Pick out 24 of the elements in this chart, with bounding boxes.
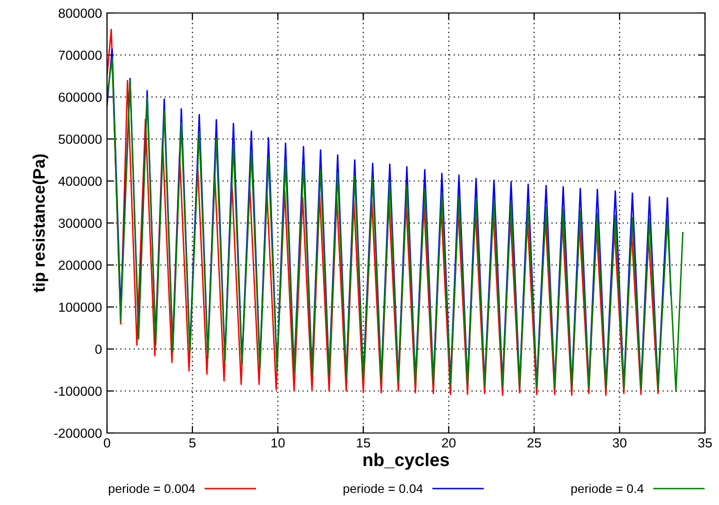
legend-label: periode = 0.04 (344, 484, 423, 496)
x-tick-label: 20 (442, 438, 456, 448)
y-tick-label: -100000 (54, 386, 102, 396)
y-tick-label: 600000 (58, 92, 102, 102)
y-tick-label: 500000 (58, 134, 102, 144)
y-tick-label: 700000 (58, 50, 102, 60)
y-tick-label: 800000 (58, 8, 102, 18)
x-tick-label: 25 (527, 438, 541, 448)
y-tick-label: 400000 (58, 176, 102, 186)
x-tick-label: 10 (272, 438, 285, 448)
y-tick-label: 300000 (58, 218, 102, 228)
x-tick-label: 35 (698, 438, 712, 448)
x-tick-label: 15 (356, 438, 370, 448)
x-tick-label: 30 (612, 438, 626, 448)
x-tick-label: 0 (104, 438, 110, 448)
y-tick-label: 0 (95, 344, 102, 354)
y-axis-title: tip resistance(Pa) (32, 154, 48, 292)
y-tick-label: -200000 (54, 428, 102, 438)
y-tick-label: 100000 (59, 302, 102, 312)
y-tick-label: 200000 (58, 260, 102, 270)
legend-label: periode = 0.4 (571, 484, 644, 496)
x-tick-label: 5 (189, 438, 196, 448)
x-axis-title: nb_cycles (364, 452, 449, 470)
legend-label: periode = 0.004 (108, 484, 195, 496)
